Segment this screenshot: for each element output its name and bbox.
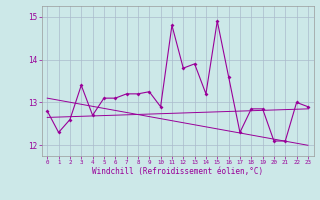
X-axis label: Windchill (Refroidissement éolien,°C): Windchill (Refroidissement éolien,°C) <box>92 167 263 176</box>
